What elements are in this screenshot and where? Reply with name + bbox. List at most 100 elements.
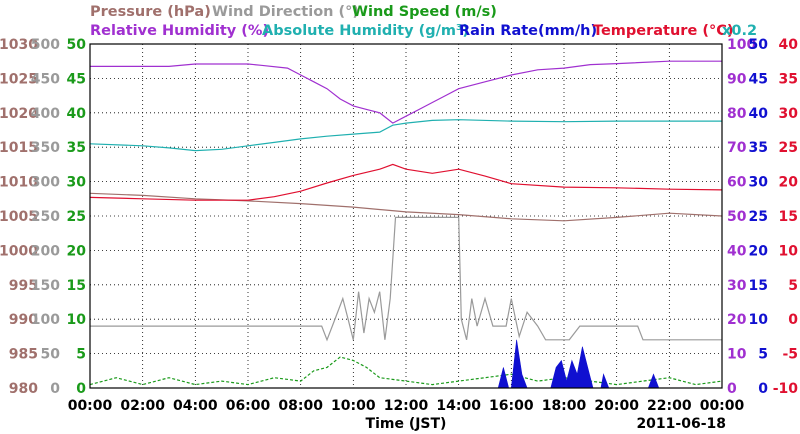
tick-label-pressure: 990 [9, 312, 38, 328]
x-tick-label: 08:00 [278, 398, 323, 414]
x-tick-label: 04:00 [173, 398, 218, 414]
tick-label-wind-direction: 300 [31, 175, 60, 191]
tick-label-wind-direction: 500 [31, 37, 60, 53]
tick-label-relative-humidity: 0 [727, 381, 737, 397]
tick-label-temperature: 0 [788, 312, 798, 328]
x-tick-label: 20:00 [594, 398, 639, 414]
left-axis-ticks: 9809859909951000100510101015102010251030… [0, 37, 86, 397]
x-tick-label: 02:00 [120, 398, 165, 414]
series-absolute-humidity-g-m [89, 119, 722, 152]
tick-label-wind-speed: 35 [67, 140, 86, 156]
tick-label-temperature: -10 [773, 381, 799, 397]
tick-label-rain-rate: 35 [749, 140, 768, 156]
tick-label-pressure: 995 [9, 278, 38, 294]
data-series [89, 60, 723, 389]
tick-label-temperature: 15 [779, 209, 798, 225]
tick-label-wind-speed: 10 [67, 312, 87, 328]
tick-label-rain-rate: 15 [749, 278, 768, 294]
tick-label-pressure: 1010 [0, 175, 38, 191]
tick-label-temperature: 40 [779, 37, 799, 53]
tick-label-relative-humidity: 60 [727, 175, 747, 191]
x-tick-label: 16:00 [489, 398, 534, 414]
tick-label-rain-rate: 10 [749, 312, 769, 328]
legend-absolute-humidity: Absolute Humidity (g/m³) [262, 23, 469, 39]
legend-pressure: Pressure (hPa) [90, 4, 211, 20]
tick-label-wind-speed: 5 [76, 347, 86, 363]
date-label: 2011-06-18 [636, 416, 726, 432]
tick-label-rain-rate: 0 [758, 381, 768, 397]
plot-frame [89, 43, 723, 389]
tick-label-wind-direction: 150 [31, 278, 60, 294]
tick-label-relative-humidity: 20 [727, 312, 747, 328]
right-axis-ticks: 0102030405060708090100051015202530354045… [727, 37, 798, 397]
legend-wind-direction: Wind Direction (°) [212, 4, 359, 20]
tick-label-wind-direction: 0 [50, 381, 60, 397]
series-rain-rate-mm-h [497, 339, 660, 389]
series-relative-humidity [90, 60, 722, 124]
tick-label-relative-humidity: 10 [727, 347, 747, 363]
x-tick-label: 00:00 [700, 398, 745, 414]
tick-label-rain-rate: 25 [749, 209, 768, 225]
tick-label-pressure: 1015 [0, 140, 38, 156]
tick-label-temperature: 30 [779, 106, 799, 122]
x-axis-ticks: 00:00 02:00 04:00 06:00 08:00 10:00 12:00 14:00… [68, 398, 745, 414]
x-tick-label: 10:00 [331, 398, 376, 414]
chart-header: Pressure (hPa) Wind Direction (°) Wind S… [90, 4, 757, 39]
tick-label-relative-humidity: 40 [727, 243, 747, 259]
tick-label-wind-direction: 50 [41, 347, 61, 363]
tick-label-pressure: 985 [9, 347, 38, 363]
x-axis-label: Time (JST) [366, 416, 447, 432]
tick-label-wind-speed: 15 [67, 278, 86, 294]
tick-label-wind-direction: 400 [31, 106, 60, 122]
tick-label-temperature: 10 [779, 243, 799, 259]
tick-label-wind-direction: 450 [31, 71, 60, 87]
tick-label-rain-rate: 30 [749, 175, 769, 191]
tick-label-temperature: 35 [779, 71, 798, 87]
tick-label-temperature: 20 [779, 175, 799, 191]
tick-label-rain-rate: 50 [749, 37, 769, 53]
x-tick-label: 22:00 [647, 398, 692, 414]
tick-label-rain-rate: 45 [749, 71, 768, 87]
tick-label-wind-direction: 350 [31, 140, 60, 156]
tick-label-temperature: 5 [788, 278, 798, 294]
legend-temperature: Temperature (°C) [593, 23, 734, 39]
series-temperature-c [89, 163, 723, 201]
tick-label-relative-humidity: 50 [727, 209, 747, 225]
tick-label-pressure: 1000 [0, 243, 38, 259]
legend-rain-rate: Rain Rate(mm/h) [459, 23, 597, 39]
x-tick-label: 06:00 [226, 398, 271, 414]
x-tick-label: 12:00 [384, 398, 429, 414]
tick-label-wind-speed: 30 [67, 175, 87, 191]
x-tick-label: 18:00 [542, 398, 587, 414]
tick-label-rain-rate: 5 [758, 347, 768, 363]
tick-label-wind-speed: 50 [67, 37, 87, 53]
tick-label-temperature: -5 [782, 347, 798, 363]
series-wind-speed-m-s [89, 356, 723, 386]
tick-label-temperature: 25 [779, 140, 798, 156]
series-wind-direction [90, 216, 722, 342]
tick-label-relative-humidity: 90 [727, 71, 747, 87]
absolute-humidity-multiplier: x0.2 [722, 23, 757, 39]
tick-label-relative-humidity: 80 [727, 106, 747, 122]
tick-label-wind-speed: 40 [67, 106, 87, 122]
tick-label-rain-rate: 40 [749, 106, 769, 122]
tick-label-wind-speed: 25 [67, 209, 86, 225]
tick-label-pressure: 1005 [0, 209, 38, 225]
x-tick-label: 00:00 [68, 398, 113, 414]
tick-label-pressure: 1025 [0, 71, 38, 87]
tick-label-wind-direction: 100 [31, 312, 60, 328]
tick-label-rain-rate: 20 [749, 243, 769, 259]
tick-label-pressure: 980 [9, 381, 38, 397]
tick-label-relative-humidity: 30 [727, 278, 747, 294]
tick-label-relative-humidity: 70 [727, 140, 747, 156]
legend-wind-speed: Wind Speed (m/s) [352, 4, 497, 20]
legend-relative-humidity: Relative Humidity (%) [90, 23, 269, 39]
tick-label-wind-direction: 200 [31, 243, 60, 259]
series-pressure-hpa [89, 192, 723, 222]
tick-label-pressure: 1030 [0, 37, 38, 53]
tick-label-relative-humidity: 100 [727, 37, 756, 53]
tick-label-wind-direction: 250 [31, 209, 60, 225]
tick-label-wind-speed: 45 [67, 71, 86, 87]
tick-label-wind-speed: 0 [76, 381, 86, 397]
